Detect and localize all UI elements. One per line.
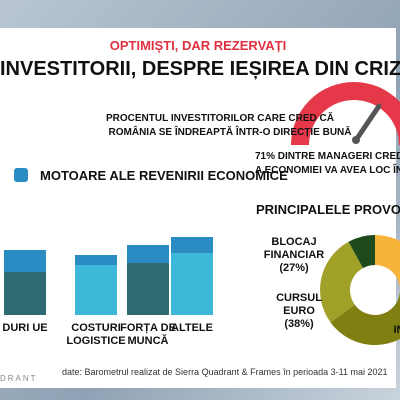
- kicker: OPTIMIȘTI, DAR REZERVAȚI: [109, 38, 287, 53]
- bar-segment: [75, 255, 117, 265]
- managers-line: A ECONOMIEI VA AVEA LOC ÎN S2: [255, 165, 400, 176]
- donut-slice: [348, 235, 375, 269]
- investors-line: ROMÂNIA SE ÎNDREAPTĂ ÎNTR-O DIRECȚIE BUN…: [108, 127, 352, 138]
- donut-label: BLOCAJ FINANCIAR (27%): [252, 236, 336, 275]
- investors-line: PROCENTUL INVESTITORILOR CARE CRED CĂ: [106, 113, 334, 124]
- donut-label-value: (27%): [279, 262, 309, 274]
- challenges-title: PRINCIPALELE PROVOCĂR: [256, 202, 400, 217]
- bar-label-text: COSTURI LOGISTICE: [66, 322, 126, 347]
- motors-icon: [14, 168, 28, 182]
- gauge-arc: [291, 82, 400, 146]
- bar-label-text: DURI UE: [2, 322, 48, 334]
- donut-label-name: IN: [393, 324, 400, 336]
- donut-label: CURSUL EURO (38%): [268, 292, 330, 331]
- bar-label: COSTURI LOGISTICE: [66, 322, 126, 348]
- managers-line: 71% DINTRE MANAGERI CRED CĂ R: [255, 151, 400, 162]
- gauge-hub: [352, 136, 360, 144]
- logo: DRANT: [0, 374, 38, 383]
- donut-label-value: (38%): [284, 318, 314, 330]
- footer-note: date: Barometrul realizat de Sierra Quad…: [62, 367, 388, 377]
- bar-label-text: ALTELE: [171, 322, 213, 334]
- bar-label-text: FORȚA DE MUNCĂ: [120, 322, 176, 347]
- title: INVESTITORII, DESPRE IEȘIREA DIN CRIZĂ: [0, 58, 400, 80]
- bar-segment: [127, 263, 169, 315]
- donut-label-name: BLOCAJ FINANCIAR: [263, 236, 325, 261]
- bar-segment: [171, 237, 213, 253]
- motors-title: MOTOARE ALE REVENIRII ECONOMICE: [40, 168, 288, 183]
- donut-label: IN: [384, 324, 400, 337]
- bar-label: FORȚA DE MUNCĂ: [118, 322, 178, 348]
- bar-label: DURI UE: [0, 322, 55, 335]
- bar-segment: [171, 253, 213, 315]
- bar-segment: [127, 245, 169, 263]
- bar-label: ALTELE: [167, 322, 217, 335]
- bar-segment: [4, 272, 46, 315]
- gauge-needle: [353, 103, 382, 143]
- donut-slice: [330, 293, 400, 345]
- donut-label-name: CURSUL EURO: [276, 292, 322, 317]
- bar-segment: [75, 265, 117, 315]
- bar-segment: [4, 250, 46, 272]
- donut-slice: [319, 241, 363, 323]
- donut-slice: [375, 235, 400, 294]
